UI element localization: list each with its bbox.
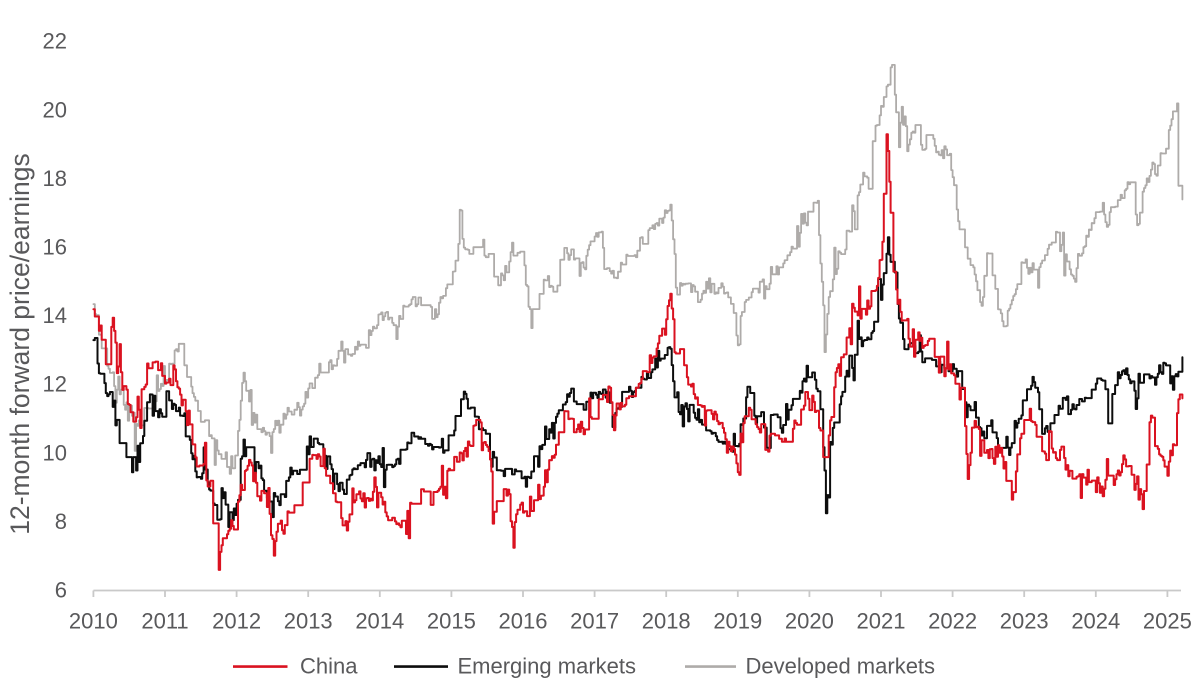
svg-text:22: 22 [43,29,67,54]
svg-text:2010: 2010 [69,609,118,634]
svg-text:18: 18 [43,166,67,191]
svg-text:2011: 2011 [141,609,188,634]
svg-text:Developed markets: Developed markets [746,654,936,679]
svg-text:2021: 2021 [857,609,906,634]
svg-text:2025: 2025 [1143,609,1192,634]
svg-text:2017: 2017 [570,609,619,634]
svg-text:Emerging markets: Emerging markets [458,654,637,679]
svg-text:2013: 2013 [284,609,333,634]
svg-text:China: China [300,654,358,679]
svg-text:14: 14 [43,303,67,328]
svg-text:2022: 2022 [928,609,977,634]
svg-text:8: 8 [55,509,67,534]
svg-text:12-month forward price/earning: 12-month forward price/earnings [5,153,35,535]
svg-text:6: 6 [55,578,67,603]
svg-text:2020: 2020 [785,609,834,634]
svg-text:2024: 2024 [1071,609,1120,634]
svg-text:2016: 2016 [499,609,548,634]
svg-text:2019: 2019 [713,609,762,634]
svg-text:2012: 2012 [212,609,261,634]
svg-text:2018: 2018 [642,609,691,634]
svg-text:2014: 2014 [355,609,404,634]
svg-text:20: 20 [43,97,67,122]
svg-text:10: 10 [43,440,67,465]
svg-text:2015: 2015 [427,609,476,634]
svg-text:12: 12 [43,372,67,397]
svg-text:2023: 2023 [1000,609,1049,634]
svg-text:16: 16 [43,235,67,260]
